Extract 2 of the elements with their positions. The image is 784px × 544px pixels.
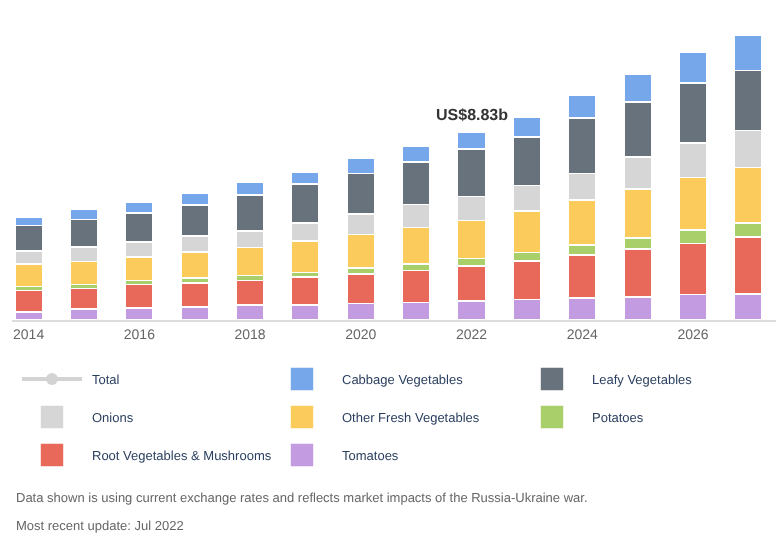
bar — [13, 289, 44, 313]
annotation: US$8.83b — [436, 106, 509, 124]
